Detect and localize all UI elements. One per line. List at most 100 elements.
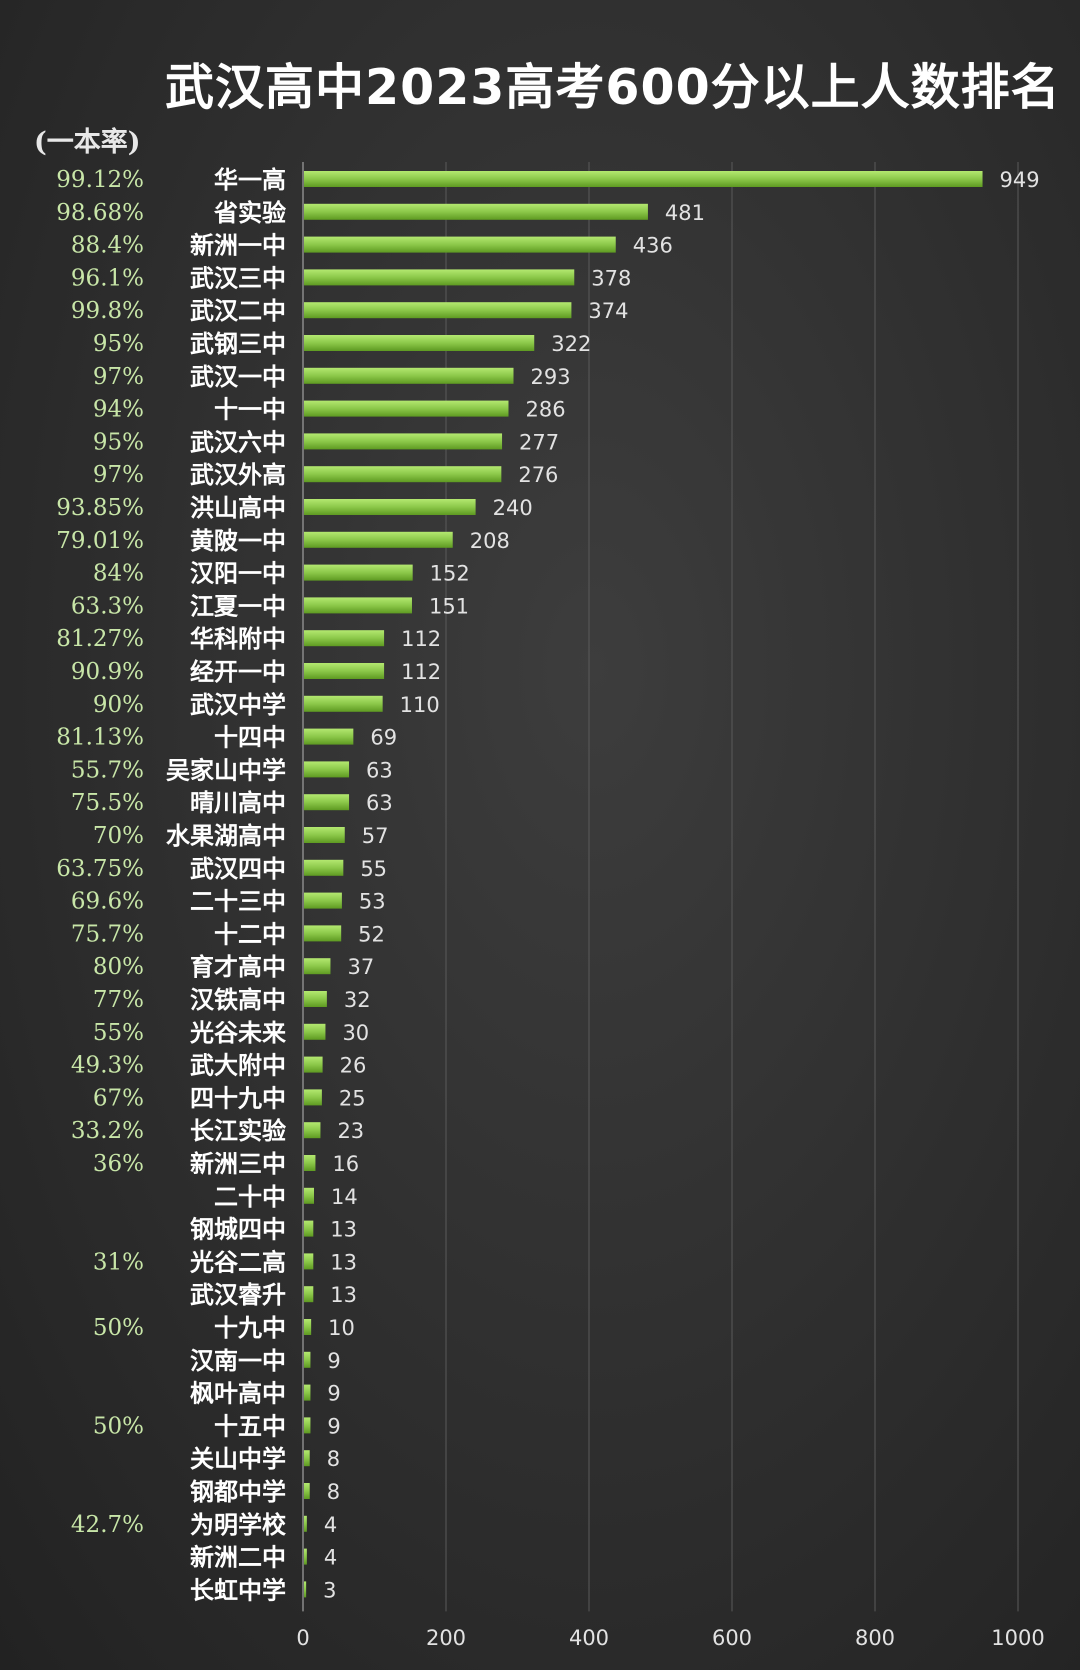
school-label: 长虹中学 — [190, 1576, 286, 1604]
rate-label: 96.1% — [71, 265, 144, 291]
rate-label: 80% — [93, 954, 144, 980]
value-label: 9 — [327, 1414, 340, 1438]
rate-label: 33.2% — [71, 1118, 144, 1144]
bar — [304, 1220, 314, 1237]
rate-label: 67% — [93, 1085, 144, 1111]
school-label: 武钢三中 — [190, 330, 286, 358]
value-label: 277 — [519, 430, 559, 454]
school-label: 江夏一中 — [190, 592, 286, 620]
rate-label: 63.3% — [71, 593, 144, 619]
school-label: 武汉中学 — [190, 691, 286, 719]
bar — [304, 367, 514, 384]
value-label: 949 — [1000, 168, 1040, 192]
school-label: 十二中 — [214, 920, 286, 948]
school-label: 武汉二中 — [190, 297, 286, 325]
school-label: 关山中学 — [190, 1445, 286, 1473]
rate-label: 79.01% — [56, 528, 144, 554]
rate-label: 97% — [93, 364, 144, 390]
bar — [304, 630, 385, 647]
bar — [304, 663, 385, 679]
rate-label: 88.4% — [71, 233, 144, 259]
value-label: 436 — [633, 234, 673, 258]
value-label: 240 — [493, 496, 533, 520]
bar — [304, 269, 575, 286]
rate-label: 99.8% — [71, 298, 144, 324]
value-label: 13 — [330, 1283, 357, 1307]
rate-label: 77% — [93, 987, 144, 1013]
rate-label: 55% — [93, 1020, 144, 1046]
school-label: 武汉一中 — [190, 363, 286, 391]
school-label: 水果湖高中 — [166, 822, 286, 850]
school-label: 经开一中 — [190, 658, 286, 686]
rate-label: 97% — [93, 462, 144, 488]
bar — [304, 171, 983, 187]
school-label: 吴家山中学 — [166, 756, 286, 784]
school-label: 武汉外高 — [190, 461, 286, 489]
value-label: 52 — [358, 922, 385, 946]
school-label: 武汉四中 — [190, 855, 286, 883]
bars — [304, 171, 983, 1598]
school-label: 新洲一中 — [190, 232, 286, 260]
rate-label: 69.6% — [71, 889, 144, 915]
value-label: 110 — [400, 693, 440, 717]
rate-label: 42.7% — [71, 1512, 144, 1538]
bar — [304, 1023, 326, 1040]
bar — [304, 761, 350, 778]
bar — [304, 1450, 310, 1467]
school-label: 新洲三中 — [190, 1150, 286, 1178]
value-label: 13 — [330, 1250, 357, 1274]
rate-label: 75.7% — [71, 921, 144, 947]
bar — [304, 302, 572, 319]
bar — [304, 335, 535, 351]
value-label: 16 — [332, 1152, 359, 1176]
x-axis: 0 200 400 600 800 1000 — [296, 1626, 1044, 1650]
bar — [304, 827, 345, 843]
bar — [304, 1548, 307, 1565]
school-label: 枫叶高中 — [190, 1380, 286, 1408]
school-label: 武汉三中 — [190, 264, 286, 292]
value-label: 9 — [327, 1382, 340, 1406]
bar — [304, 1515, 307, 1532]
rate-label: 95% — [93, 331, 144, 357]
rate-column-header: (一本率) — [34, 127, 141, 158]
bar — [304, 466, 502, 483]
x-tick-label: 0 — [296, 1626, 309, 1650]
value-label: 14 — [331, 1185, 358, 1209]
school-label: 钢都中学 — [190, 1478, 286, 1506]
value-label: 151 — [429, 594, 469, 618]
value-label: 286 — [525, 398, 565, 422]
x-tick-label: 800 — [855, 1626, 895, 1650]
school-label: 二十三中 — [190, 888, 286, 916]
value-label: 8 — [327, 1447, 340, 1471]
x-tick-label: 1000 — [991, 1626, 1044, 1650]
school-label: 汉南一中 — [190, 1347, 286, 1375]
value-label: 8 — [327, 1480, 340, 1504]
bar — [304, 859, 344, 876]
value-label: 481 — [665, 201, 705, 225]
bar — [304, 1056, 323, 1073]
bar — [304, 1417, 311, 1434]
value-label: 112 — [401, 627, 441, 651]
bar — [304, 728, 354, 745]
rate-label: 31% — [93, 1249, 144, 1275]
bar — [304, 892, 342, 909]
value-label: 32 — [344, 988, 371, 1012]
rate-label: 50% — [93, 1315, 144, 1341]
value-label: 55 — [360, 857, 387, 881]
value-label: 30 — [342, 1021, 369, 1045]
value-label: 57 — [362, 824, 389, 848]
rate-label: 90% — [93, 692, 144, 718]
school-label: 省实验 — [213, 199, 286, 227]
bar — [304, 1089, 322, 1106]
bar — [304, 203, 648, 220]
school-label: 武汉睿升 — [190, 1281, 286, 1309]
school-label: 华科附中 — [190, 625, 286, 653]
rate-label: 63.75% — [56, 856, 144, 882]
rate-label: 98.68% — [56, 200, 144, 226]
value-label: 26 — [340, 1054, 367, 1078]
bar — [304, 958, 331, 975]
rate-label: 93.85% — [56, 495, 144, 521]
value-label: 23 — [337, 1119, 364, 1143]
rate-label: 94% — [93, 397, 144, 423]
